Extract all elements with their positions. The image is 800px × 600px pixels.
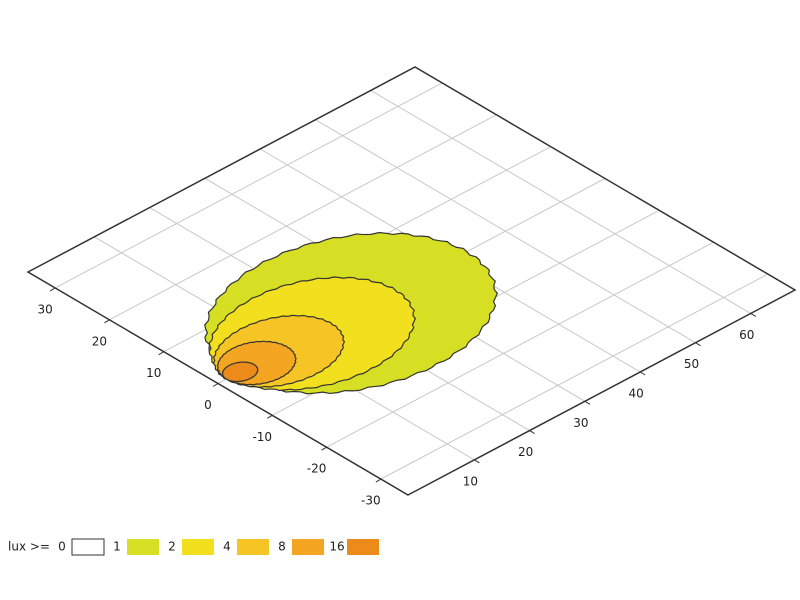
grid-line bbox=[380, 273, 769, 480]
legend-swatch bbox=[237, 539, 269, 555]
legend-swatch bbox=[347, 539, 379, 555]
contour-region bbox=[221, 361, 259, 383]
tick-mark bbox=[212, 383, 219, 387]
tick-mark bbox=[104, 319, 110, 324]
legend-label: 0 bbox=[58, 540, 66, 554]
tick-mark bbox=[321, 446, 327, 451]
y-tick-label: 20 bbox=[92, 334, 107, 348]
legend-label: 2 bbox=[168, 540, 176, 554]
tick-mark bbox=[375, 478, 382, 483]
y-tick-label: -30 bbox=[361, 494, 381, 508]
tick-mark bbox=[750, 312, 757, 317]
tick-mark bbox=[267, 414, 273, 419]
x-tick-label: 40 bbox=[629, 387, 644, 401]
y-tick-label: -10 bbox=[252, 430, 272, 444]
grid-line bbox=[109, 114, 497, 321]
tick-mark bbox=[49, 287, 56, 292]
x-tick-label: 20 bbox=[518, 445, 533, 459]
legend-label: 8 bbox=[278, 540, 286, 554]
legend-swatch bbox=[182, 539, 214, 555]
tick-mark bbox=[529, 430, 535, 435]
legend-swatch bbox=[292, 539, 324, 555]
x-tick-label: 30 bbox=[573, 416, 588, 430]
tick-mark bbox=[474, 459, 480, 464]
plane-edge bbox=[26, 66, 797, 496]
legend-title: lux >= bbox=[8, 540, 50, 554]
legend-swatch bbox=[127, 539, 159, 555]
legend: lux >= 0 1 2 4 8 16 bbox=[8, 538, 379, 556]
x-tick-label: 10 bbox=[463, 474, 478, 488]
legend-swatch bbox=[71, 538, 105, 556]
tick-mark bbox=[158, 351, 164, 356]
legend-label: 1 bbox=[113, 540, 121, 554]
x-tick-label: 50 bbox=[684, 357, 699, 371]
y-tick-label: -20 bbox=[307, 462, 327, 476]
y-tick-label: 0 bbox=[204, 398, 212, 412]
legend-label: 16 bbox=[329, 540, 344, 554]
tick-mark bbox=[695, 342, 701, 347]
y-tick-label: 10 bbox=[146, 366, 161, 380]
legend-label: 4 bbox=[223, 540, 231, 554]
tick-mark bbox=[584, 400, 591, 405]
x-tick-label: 60 bbox=[739, 328, 754, 342]
y-tick-label: 30 bbox=[38, 302, 53, 316]
tick-mark bbox=[639, 371, 646, 376]
grid-line bbox=[54, 82, 443, 289]
plot-area: 30 20 10 0 -10 -20 -30 10 20 30 40 50 60 bbox=[26, 66, 797, 508]
grid-line bbox=[326, 241, 714, 448]
